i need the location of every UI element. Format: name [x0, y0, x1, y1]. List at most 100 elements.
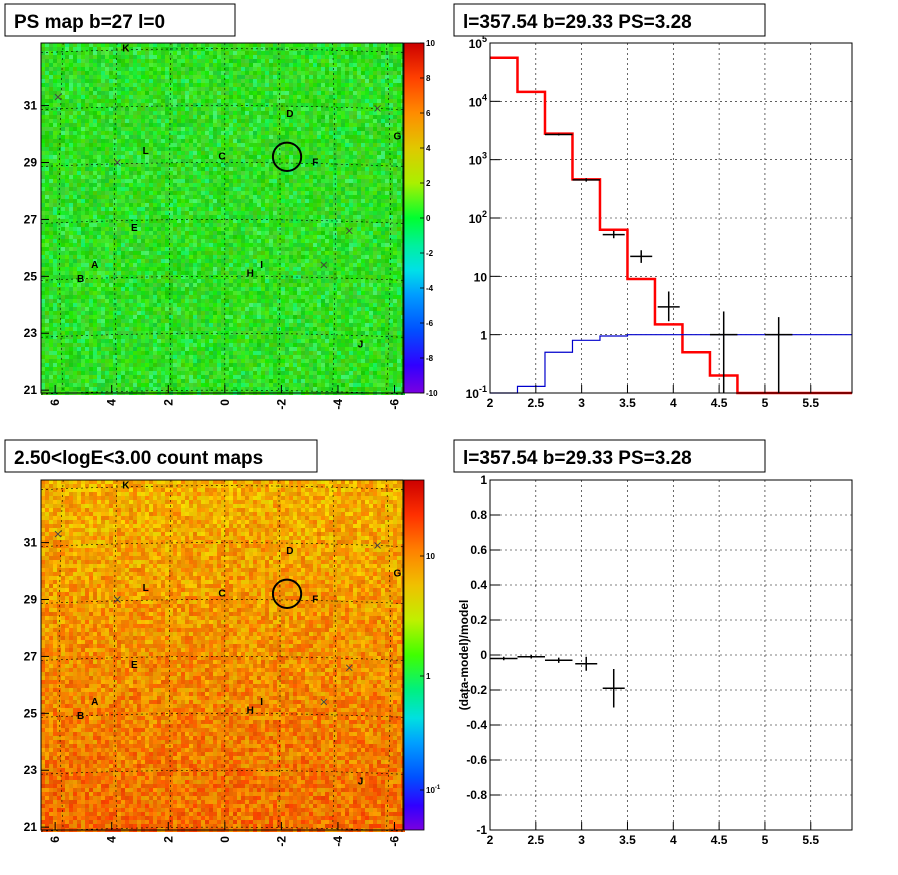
map-pixel: [149, 235, 153, 239]
map-pixel: [373, 111, 377, 115]
map-pixel: [93, 87, 97, 91]
map-pixel: [129, 115, 133, 119]
map-pixel: [129, 235, 133, 239]
map-pixel: [45, 191, 49, 195]
map-pixel: [185, 139, 189, 143]
map-pixel: [237, 131, 241, 135]
map-pixel: [245, 127, 249, 131]
map-pixel: [193, 67, 197, 71]
map-pixel: [225, 63, 229, 67]
map-pixel: [233, 51, 237, 55]
map-pixel: [165, 51, 169, 55]
map-pixel: [61, 219, 65, 223]
map-pixel: [285, 195, 289, 199]
map-pixel: [193, 255, 197, 259]
map-pixel: [121, 219, 125, 223]
map-pixel: [141, 107, 145, 111]
map-pixel: [213, 259, 217, 263]
map-pixel: [313, 171, 317, 175]
map-pixel: [97, 131, 101, 135]
map-pixel: [157, 223, 161, 227]
map-pixel: [113, 191, 117, 195]
map-pixel: [225, 179, 229, 183]
map-pixel: [137, 259, 141, 263]
map-pixel: [193, 179, 197, 183]
map-pixel: [337, 171, 341, 175]
map-pixel: [97, 239, 101, 243]
map-pixel: [361, 199, 365, 203]
map-pixel: [197, 251, 201, 255]
map-pixel: [293, 83, 297, 87]
map-pixel: [273, 107, 277, 111]
map-pixel: [285, 243, 289, 247]
map-pixel: [201, 231, 205, 235]
map-pixel: [81, 215, 85, 219]
map-pixel: [173, 55, 177, 59]
map-pixel: [185, 115, 189, 119]
map-pixel: [257, 99, 261, 103]
map-pixel: [265, 179, 269, 183]
map-pixel: [101, 127, 105, 131]
map-pixel: [145, 127, 149, 131]
map-pixel: [101, 47, 105, 51]
map-pixel: [345, 107, 349, 111]
map-pixel: [105, 139, 109, 143]
map-pixel: [77, 155, 81, 159]
map-pixel: [377, 79, 381, 83]
map-pixel: [113, 211, 117, 215]
map-pixel: [129, 127, 133, 131]
map-pixel: [265, 243, 269, 247]
map-pixel: [265, 111, 269, 115]
map-pixel: [185, 91, 189, 95]
map-pixel: [109, 227, 113, 231]
map-pixel: [333, 183, 337, 187]
map-pixel: [157, 127, 161, 131]
map-pixel: [389, 191, 393, 195]
map-pixel: [109, 103, 113, 107]
map-pixel: [361, 223, 365, 227]
map-pixel: [113, 103, 117, 107]
map-pixel: [173, 175, 177, 179]
map-pixel: [369, 83, 373, 87]
map-pixel: [365, 207, 369, 211]
map-pixel: [285, 251, 289, 255]
map-pixel: [321, 239, 325, 243]
map-pixel: [317, 103, 321, 107]
map-pixel: [269, 207, 273, 211]
map-pixel: [357, 67, 361, 71]
map-pixel: [357, 47, 361, 51]
map-pixel: [153, 123, 157, 127]
map-pixel: [297, 95, 301, 99]
map-pixel: [237, 71, 241, 75]
map-pixel: [89, 47, 93, 51]
map-pixel: [173, 219, 177, 223]
map-pixel: [329, 71, 333, 75]
map-pixel: [265, 223, 269, 227]
map-pixel: [193, 251, 197, 255]
map-pixel: [145, 155, 149, 159]
map-pixel: [193, 127, 197, 131]
map-pixel: [373, 59, 377, 63]
map-pixel: [145, 219, 149, 223]
map-pixel: [89, 199, 93, 203]
map-pixel: [61, 187, 65, 191]
map-pixel: [137, 147, 141, 151]
map-pixel: [305, 55, 309, 59]
map-pixel: [93, 83, 97, 87]
map-pixel: [205, 215, 209, 219]
map-pixel: [377, 59, 381, 63]
map-pixel: [117, 51, 121, 55]
map-pixel: [341, 183, 345, 187]
map-pixel: [89, 207, 93, 211]
map-pixel: [209, 223, 213, 227]
map-pixel: [377, 99, 381, 103]
map-pixel: [229, 171, 233, 175]
map-pixel: [353, 163, 357, 167]
map-pixel: [213, 139, 217, 143]
map-pixel: [297, 151, 301, 155]
map-pixel: [265, 147, 269, 151]
map-pixel: [205, 51, 209, 55]
map-pixel: [101, 147, 105, 151]
map-pixel: [357, 179, 361, 183]
map-pixel: [197, 151, 201, 155]
